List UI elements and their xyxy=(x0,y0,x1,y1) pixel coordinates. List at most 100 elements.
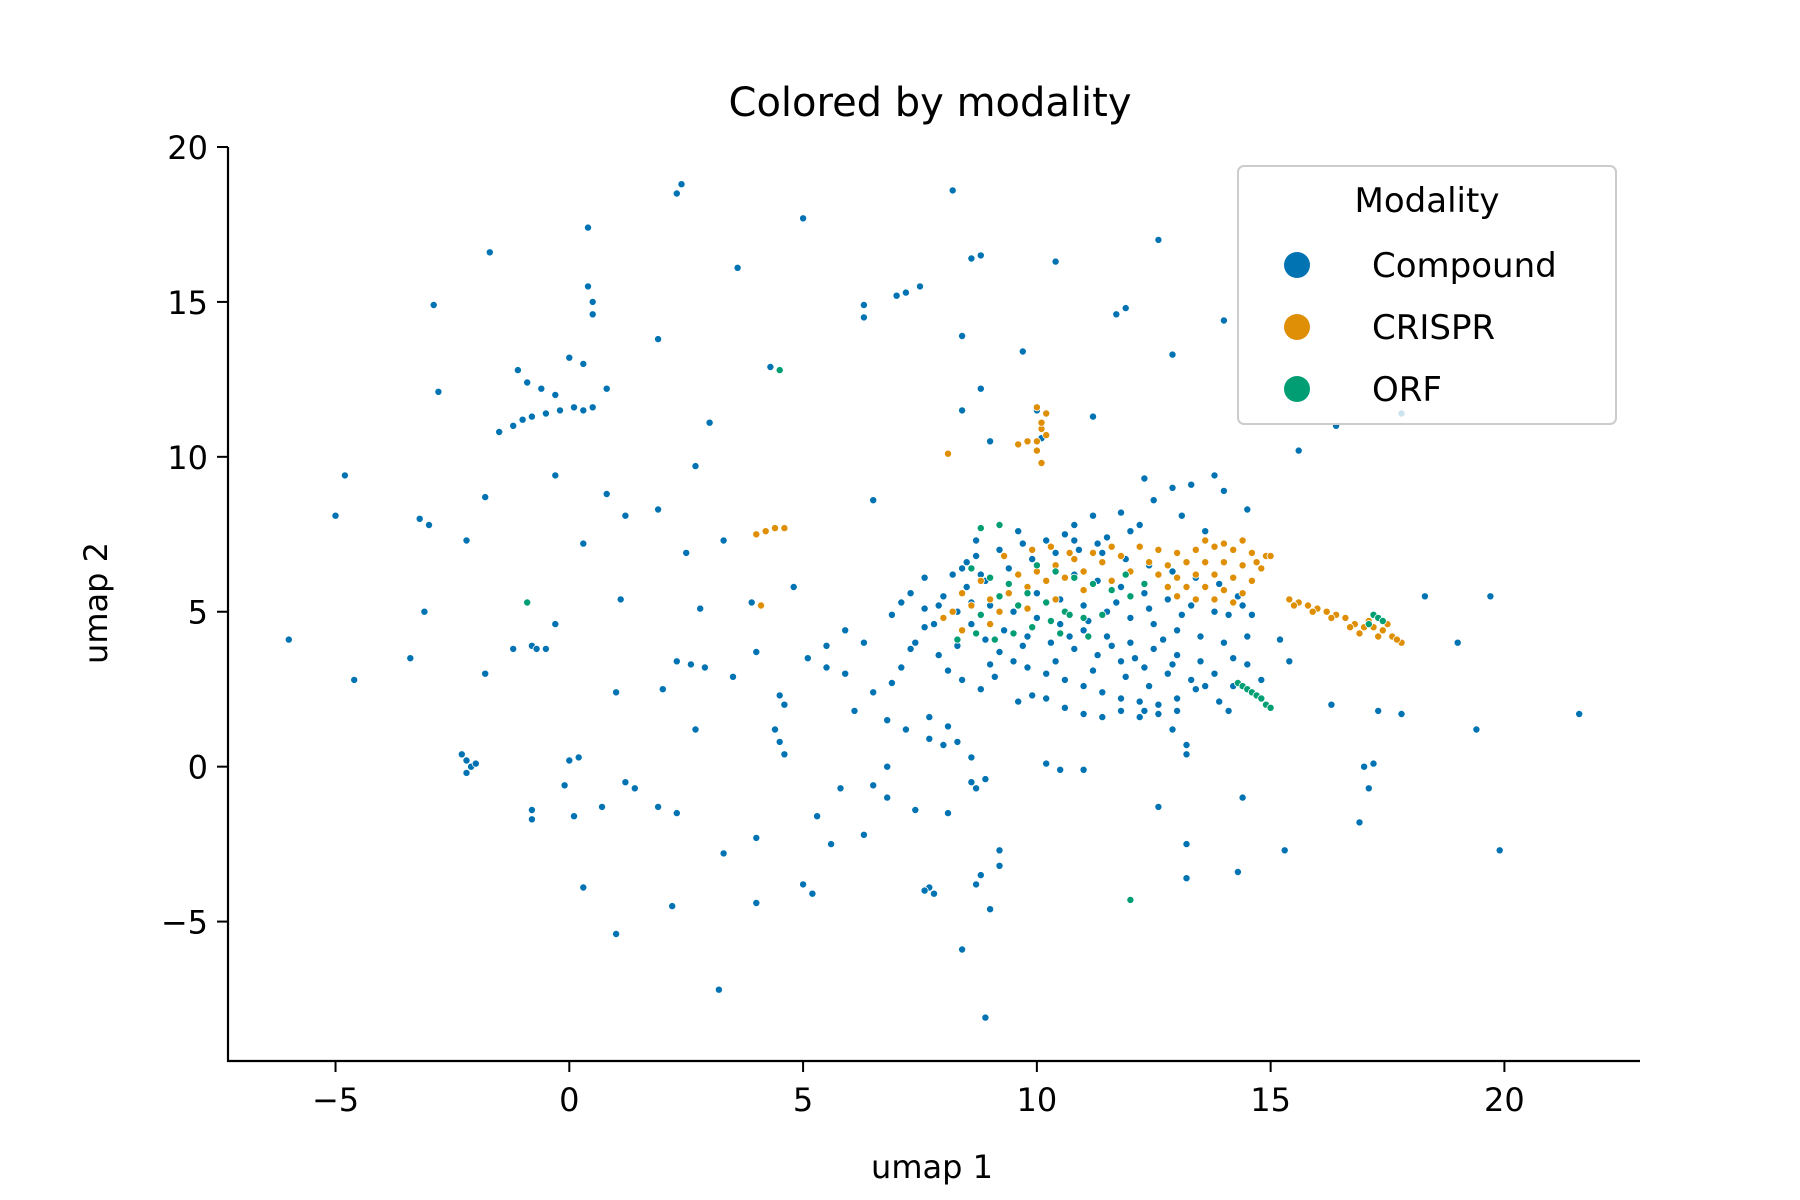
point-crispr-0 xyxy=(752,530,761,539)
point-compound-210 xyxy=(1280,846,1289,855)
point-compound-58 xyxy=(729,672,738,681)
point-compound-191 xyxy=(1154,802,1163,811)
point-compound-214 xyxy=(1089,412,1098,421)
point-compound-92 xyxy=(841,626,850,635)
point-orf-15 xyxy=(976,524,985,533)
point-crispr-38 xyxy=(1182,583,1191,592)
point-compound-260 xyxy=(1079,626,1088,635)
point-compound-164 xyxy=(1149,496,1158,505)
point-compound-21 xyxy=(518,415,527,424)
point-orf-36 xyxy=(1107,586,1116,595)
point-compound-193 xyxy=(1182,874,1191,883)
point-crispr-10 xyxy=(1032,446,1041,455)
point-compound-72 xyxy=(621,778,630,787)
point-compound-205 xyxy=(1575,710,1584,719)
point-compound-246 xyxy=(1004,564,1013,573)
point-compound-324 xyxy=(1168,660,1177,669)
point-crispr-67 xyxy=(939,613,948,622)
point-compound-101 xyxy=(892,291,901,300)
point-compound-51 xyxy=(565,756,574,765)
point-compound-35 xyxy=(579,359,588,368)
point-compound-328 xyxy=(1145,682,1154,691)
point-compound-48 xyxy=(654,505,663,514)
point-compound-136 xyxy=(995,861,1004,870)
point-compound-195 xyxy=(1238,793,1247,802)
point-compound-150 xyxy=(883,762,892,771)
point-compound-33 xyxy=(588,297,597,306)
point-compound-303 xyxy=(911,638,920,647)
point-crispr-48 xyxy=(1238,536,1247,545)
point-compound-254 xyxy=(1070,536,1079,545)
point-compound-49 xyxy=(616,595,625,604)
point-compound-257 xyxy=(1009,607,1018,616)
legend: Modality Compound CRISPR ORF xyxy=(1237,165,1617,425)
point-orf-25 xyxy=(990,635,999,644)
point-crispr-32 xyxy=(1173,573,1182,582)
point-compound-143 xyxy=(869,781,878,790)
point-crispr-47 xyxy=(1219,539,1228,548)
point-compound-252 xyxy=(1018,539,1027,548)
legend-title: Modality xyxy=(1355,181,1500,221)
point-compound-331 xyxy=(1051,657,1060,666)
point-compound-155 xyxy=(1079,765,1088,774)
point-compound-167 xyxy=(1210,471,1219,480)
point-compound-221 xyxy=(1009,657,1018,666)
point-compound-104 xyxy=(948,186,957,195)
point-compound-12 xyxy=(462,756,471,765)
point-compound-86 xyxy=(771,725,780,734)
point-crispr-34 xyxy=(1210,570,1219,579)
point-compound-306 xyxy=(958,675,967,684)
point-compound-124 xyxy=(967,753,976,762)
point-compound-77 xyxy=(752,833,761,842)
point-crispr-66 xyxy=(958,589,967,598)
point-compound-264 xyxy=(1173,651,1182,660)
point-compound-199 xyxy=(1420,592,1429,601)
point-compound-287 xyxy=(1140,589,1149,598)
point-compound-145 xyxy=(813,812,822,821)
point-compound-175 xyxy=(1103,533,1112,542)
point-compound-272 xyxy=(1140,663,1149,672)
point-compound-286 xyxy=(1117,583,1126,592)
point-compound-206 xyxy=(1495,846,1504,855)
point-compound-189 xyxy=(1182,741,1191,750)
point-compound-121 xyxy=(925,713,934,722)
point-compound-133 xyxy=(976,871,985,880)
point-compound-223 xyxy=(1042,669,1051,678)
point-crispr-80 xyxy=(1322,607,1331,616)
point-compound-66 xyxy=(677,180,686,189)
point-orf-10 xyxy=(1266,703,1275,712)
point-crispr-64 xyxy=(1014,570,1023,579)
point-compound-47 xyxy=(621,511,630,520)
point-compound-122 xyxy=(944,722,953,731)
point-compound-173 xyxy=(1070,521,1079,530)
point-compound-243 xyxy=(1074,545,1083,554)
point-compound-233 xyxy=(1229,654,1238,663)
point-compound-42 xyxy=(551,620,560,629)
point-compound-10 xyxy=(462,536,471,545)
point-compound-318 xyxy=(1145,604,1154,613)
point-orf-40 xyxy=(976,610,985,619)
point-compound-45 xyxy=(602,489,611,498)
point-compound-89 xyxy=(789,583,798,592)
point-compound-279 xyxy=(1126,613,1135,622)
point-compound-220 xyxy=(995,648,1004,657)
point-crispr-100 xyxy=(1000,552,1009,561)
point-crispr-44 xyxy=(1210,595,1219,604)
x-tick-label-3: 10 xyxy=(1017,1081,1058,1119)
point-compound-125 xyxy=(939,741,948,750)
point-compound-282 xyxy=(1196,632,1205,641)
point-orf-42 xyxy=(1084,632,1093,641)
point-compound-115 xyxy=(897,663,906,672)
point-crispr-46 xyxy=(1201,536,1210,545)
point-compound-291 xyxy=(1042,694,1051,703)
point-crispr-55 xyxy=(1004,589,1013,598)
point-compound-64 xyxy=(733,263,742,272)
point-orf-21 xyxy=(1042,598,1051,607)
point-compound-186 xyxy=(1243,505,1252,514)
point-compound-321 xyxy=(1065,632,1074,641)
point-compound-266 xyxy=(1000,626,1009,635)
point-orf-20 xyxy=(1023,589,1032,598)
point-orf-43 xyxy=(1121,570,1130,579)
point-compound-177 xyxy=(1177,511,1186,520)
